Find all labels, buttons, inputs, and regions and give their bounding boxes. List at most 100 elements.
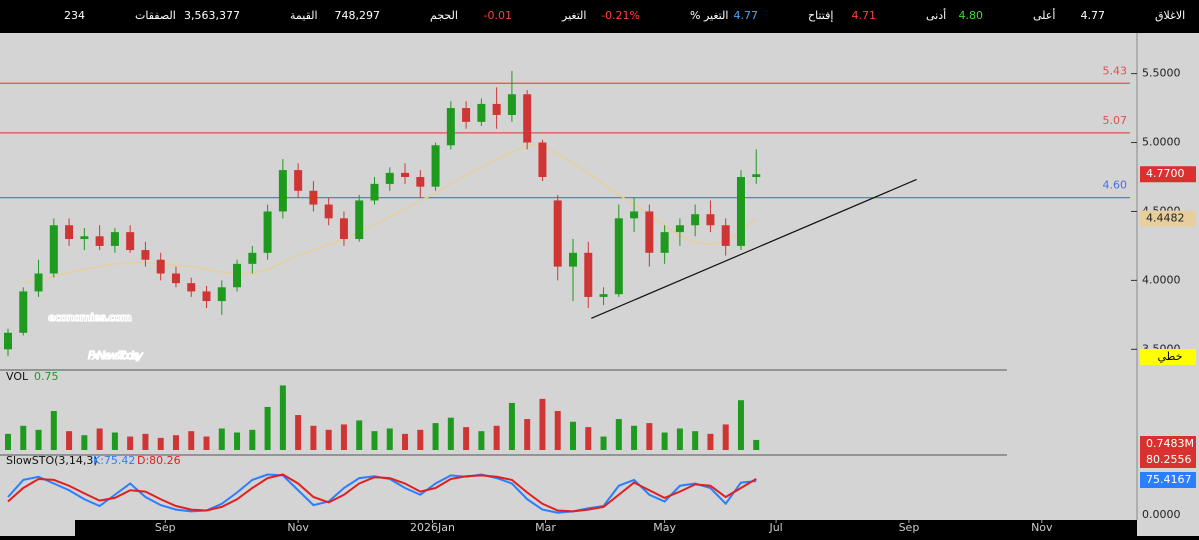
volume-bar bbox=[310, 425, 317, 450]
ma-tag-label: 4.4482 bbox=[1146, 212, 1185, 225]
header-label: أعلى bbox=[1033, 8, 1055, 22]
candle-body bbox=[553, 200, 562, 267]
volume-bar bbox=[646, 423, 653, 450]
volume-bar bbox=[661, 432, 668, 450]
candle-body bbox=[584, 252, 593, 297]
volume-bar bbox=[692, 431, 699, 450]
volume-bar bbox=[554, 410, 561, 450]
y-tick-label: 0.0000 bbox=[1142, 508, 1181, 521]
candle-body bbox=[187, 283, 196, 292]
volume-bar bbox=[417, 429, 424, 450]
price-tag bbox=[1140, 166, 1196, 183]
volume-bar bbox=[356, 420, 363, 450]
volume-bar bbox=[279, 385, 286, 450]
candle-body bbox=[446, 108, 455, 146]
header-label: إفتتاح bbox=[808, 9, 833, 22]
chart-type-label[interactable]: خطي bbox=[1158, 350, 1183, 363]
volume-bar bbox=[157, 437, 164, 450]
candle-body bbox=[691, 214, 700, 226]
volume-bar bbox=[600, 436, 607, 450]
panel-title: VOL bbox=[6, 370, 29, 383]
candle-body bbox=[370, 183, 379, 201]
stoch-tag-label: 80.2556 bbox=[1146, 453, 1192, 466]
volume-bar bbox=[371, 431, 378, 450]
x-tick-label: Nov bbox=[1031, 521, 1053, 534]
candle-body bbox=[538, 142, 547, 177]
level-label: 5.07 bbox=[1103, 114, 1128, 127]
chart-bg bbox=[0, 33, 1199, 520]
level-label: 5.43 bbox=[1103, 64, 1128, 77]
volume-bar bbox=[753, 439, 760, 450]
candle-body bbox=[171, 273, 180, 284]
candle-body bbox=[233, 263, 242, 288]
candle-body bbox=[614, 218, 623, 295]
volume-bar bbox=[142, 433, 149, 450]
volume-bar bbox=[203, 436, 210, 450]
volume-bar bbox=[676, 428, 683, 450]
volume-bar bbox=[66, 431, 73, 450]
volume-bar bbox=[188, 431, 195, 450]
candle-body bbox=[126, 232, 135, 251]
volume-bar bbox=[707, 433, 714, 450]
candle-body bbox=[523, 94, 532, 143]
candle-body bbox=[263, 211, 272, 253]
volume-bar bbox=[493, 425, 500, 450]
header-value: 4.71 bbox=[852, 9, 877, 22]
candle-body bbox=[217, 287, 226, 302]
candle-body bbox=[324, 204, 333, 219]
volume-bar bbox=[50, 410, 57, 450]
candle-body bbox=[4, 332, 12, 350]
stoch-line bbox=[7, 473, 757, 513]
header-label: القيمة bbox=[290, 9, 318, 22]
y-tick-label: 4.0000 bbox=[1142, 273, 1181, 286]
candle-body bbox=[416, 176, 425, 187]
header-value: 4.77 bbox=[734, 9, 759, 22]
candle-body bbox=[278, 170, 287, 212]
candle-body bbox=[507, 94, 516, 115]
candle-body bbox=[630, 211, 639, 219]
volume-bar bbox=[570, 421, 576, 450]
header-label: التغير % bbox=[690, 9, 728, 22]
candle-body bbox=[34, 273, 43, 292]
candle-body bbox=[202, 291, 211, 302]
panel-title: SlowSTO(3,14,3) bbox=[6, 454, 98, 467]
x-tick-label: May bbox=[653, 521, 676, 534]
candle-body bbox=[355, 200, 364, 240]
candle-body bbox=[141, 250, 150, 260]
candle-body bbox=[385, 172, 394, 184]
volume-bar bbox=[463, 427, 470, 450]
volume-tag-label: 0.7483M bbox=[1146, 437, 1194, 450]
volume-bar bbox=[5, 433, 11, 450]
volume-tag bbox=[1140, 436, 1196, 452]
candle-body bbox=[110, 232, 119, 246]
volume-bar bbox=[722, 424, 729, 450]
volume-bar bbox=[508, 402, 515, 450]
chart-type-button[interactable] bbox=[1140, 349, 1196, 365]
x-tick-label: 2026Jan bbox=[410, 521, 455, 534]
price-tag-label: 4.7700 bbox=[1146, 167, 1185, 180]
header-label: الحجم bbox=[430, 9, 458, 22]
volume-bar bbox=[249, 429, 256, 450]
candle-body bbox=[706, 214, 715, 226]
candle-body bbox=[95, 236, 104, 246]
header-label: أدنى bbox=[926, 8, 946, 22]
candle-body bbox=[721, 225, 730, 246]
volume-bar bbox=[81, 435, 88, 450]
volume-bar bbox=[631, 425, 638, 450]
candle-body bbox=[569, 252, 577, 267]
x-axis-bar bbox=[75, 520, 1137, 536]
candle-body bbox=[477, 103, 486, 122]
candle-body bbox=[752, 174, 761, 177]
y-tick-label: 5.0000 bbox=[1142, 136, 1181, 149]
stoch-tag bbox=[1140, 472, 1196, 488]
candle-body bbox=[248, 252, 257, 264]
volume-bar bbox=[539, 398, 546, 450]
header-value: 4.80 bbox=[959, 9, 984, 22]
volume-bar bbox=[96, 428, 103, 450]
candle-body bbox=[65, 225, 74, 240]
candle-body bbox=[492, 103, 501, 115]
volume-bar bbox=[402, 433, 409, 450]
volume-bar bbox=[264, 406, 271, 450]
candle-body bbox=[19, 291, 28, 333]
